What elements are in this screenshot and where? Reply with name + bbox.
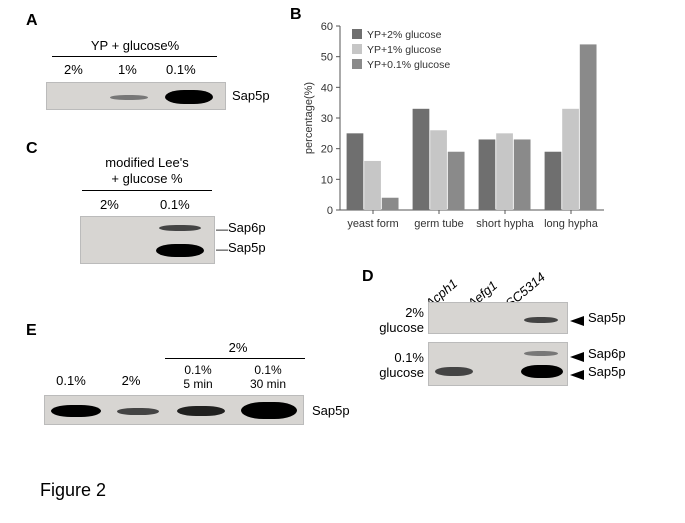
svg-text:30: 30	[321, 113, 333, 125]
panel-d-bot-sap5-0	[435, 367, 473, 376]
panel-d-row2-pct: 0.1%	[368, 350, 424, 365]
panel-c-label: C	[26, 140, 38, 158]
svg-text:YP+0.1% glucose: YP+0.1% glucose	[367, 59, 450, 71]
panel-e-line	[165, 358, 305, 359]
panel-d-bot-sap6	[524, 351, 558, 356]
panel-e-band-2	[177, 406, 225, 416]
svg-text:YP+2% glucose: YP+2% glucose	[367, 29, 442, 41]
panel-c-blot	[80, 216, 215, 264]
panel-d-blot-bottom	[428, 342, 568, 386]
svg-text:0: 0	[327, 205, 333, 217]
panel-e-group-header: 2%	[178, 340, 298, 355]
panel-c-line	[82, 190, 212, 191]
svg-text:short hypha: short hypha	[476, 218, 534, 230]
svg-text:20: 20	[321, 144, 333, 156]
panel-e-lane-2a: 0.1%	[168, 363, 228, 377]
panel-c-protein-1: Sap5p	[228, 240, 266, 255]
svg-text:40: 40	[321, 82, 333, 94]
panel-d-prot-sap5: Sap5p	[588, 364, 626, 379]
panel-c-protein-0-tick: —	[216, 222, 228, 236]
panel-d-blot-top	[428, 302, 568, 334]
panel-c-protein-1-tick: —	[216, 242, 228, 256]
svg-text:YP+1% glucose: YP+1% glucose	[367, 44, 442, 56]
panel-e-band-0	[51, 405, 101, 417]
panel-d-arrow-top	[570, 312, 584, 327]
panel-b-chart: 0 10 20 30 40 50 60 percentage(%) yeast form germ…	[300, 20, 610, 240]
panel-a-band-1	[110, 95, 148, 100]
figure-caption: Figure 2	[40, 480, 106, 501]
panel-a-lane-2: 0.1%	[166, 62, 196, 77]
panel-c-protein-0: Sap6p	[228, 220, 266, 235]
panel-d-row1-glu: glucose	[368, 320, 424, 335]
panel-a-band-2	[165, 90, 213, 104]
panel-d-arrow-sap5	[570, 366, 584, 381]
panel-d-label: D	[362, 268, 374, 286]
panel-a-line	[52, 56, 217, 57]
panel-e-lane-1: 2%	[106, 373, 156, 388]
panel-a-protein: Sap5p	[232, 88, 270, 103]
panel-a-header: YP + glucose%	[60, 38, 210, 53]
panel-c-lane-0: 2%	[100, 197, 119, 212]
svg-text:10: 10	[321, 174, 333, 186]
svg-text:percentage(%): percentage(%)	[303, 82, 315, 154]
svg-text:long hypha: long hypha	[544, 218, 599, 230]
panel-e-band-3	[241, 402, 297, 419]
panel-d-arrow-sap6	[570, 348, 584, 363]
panel-c-header-1: modified Lee's	[82, 155, 212, 170]
panel-d-bot-sap5-2	[521, 365, 563, 378]
panel-a-lane-1: 1%	[118, 62, 137, 77]
svg-text:yeast form: yeast form	[347, 218, 398, 230]
svg-text:60: 60	[321, 21, 333, 33]
panel-e-lane-0: 0.1%	[46, 373, 96, 388]
panel-a-lane-0: 2%	[64, 62, 83, 77]
svg-text:germ tube: germ tube	[414, 218, 464, 230]
panel-a-label: A	[26, 12, 38, 30]
panel-e-blot	[44, 395, 304, 425]
panel-e-label: E	[26, 322, 37, 340]
panel-c-header-2: + glucose %	[82, 171, 212, 186]
panel-e-lane-3a: 0.1%	[238, 363, 298, 377]
panel-d-row2-glu: glucose	[368, 365, 424, 380]
panel-e-protein: Sap5p	[312, 403, 350, 418]
panel-c-band-sap5	[156, 244, 204, 257]
panel-d-prot-top: Sap5p	[588, 310, 626, 325]
panel-d-prot-sap6: Sap6p	[588, 346, 626, 361]
panel-e-lane-2b: 5 min	[168, 377, 228, 391]
panel-d-row1-pct: 2%	[368, 305, 424, 320]
panel-c-lane-1: 0.1%	[160, 197, 190, 212]
panel-e-lane-3b: 30 min	[238, 377, 298, 391]
panel-e-band-1	[117, 408, 159, 415]
panel-a-blot	[46, 82, 226, 110]
panel-d-top-band	[524, 317, 558, 323]
panel-c-band-sap6	[159, 225, 201, 231]
svg-text:50: 50	[321, 52, 333, 64]
